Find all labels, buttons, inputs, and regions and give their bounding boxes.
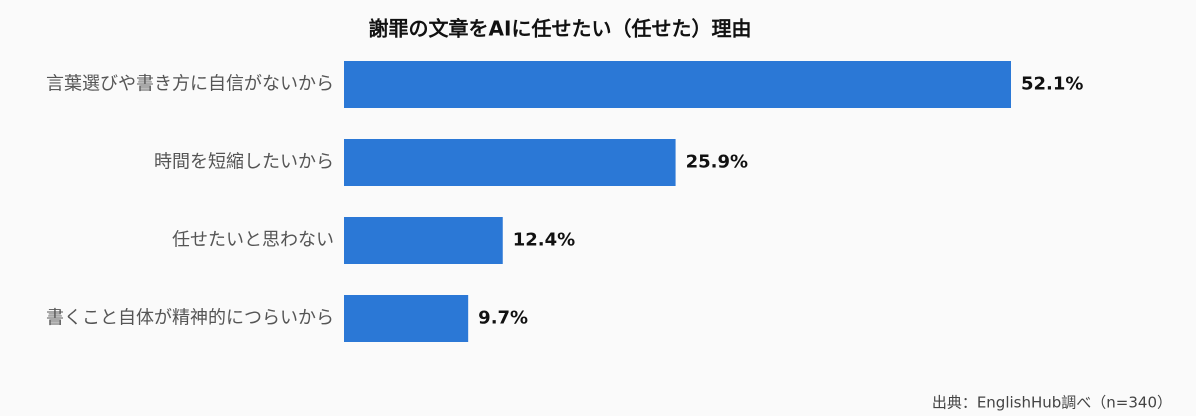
bar: [344, 217, 503, 264]
value-label: 52.1%: [1021, 74, 1083, 95]
source-note: 出典：EnglishHub調べ（n=340）: [932, 394, 1172, 412]
value-label: 12.4%: [513, 230, 575, 251]
bar: [344, 61, 1011, 108]
category-label: 言葉選びや書き方に自信がないから: [46, 74, 334, 95]
bar: [344, 139, 676, 186]
chart-title: 謝罪の文章をAIに任せたい（任せた）理由: [369, 17, 752, 41]
bar: [344, 295, 469, 342]
category-label: 任せたいと思わない: [172, 230, 334, 251]
category-label: 時間を短縮したいから: [154, 152, 334, 173]
value-label: 25.9%: [686, 152, 748, 173]
value-label: 9.7%: [478, 308, 528, 329]
category-label: 書くこと自体が精神的につらいから: [46, 308, 334, 329]
